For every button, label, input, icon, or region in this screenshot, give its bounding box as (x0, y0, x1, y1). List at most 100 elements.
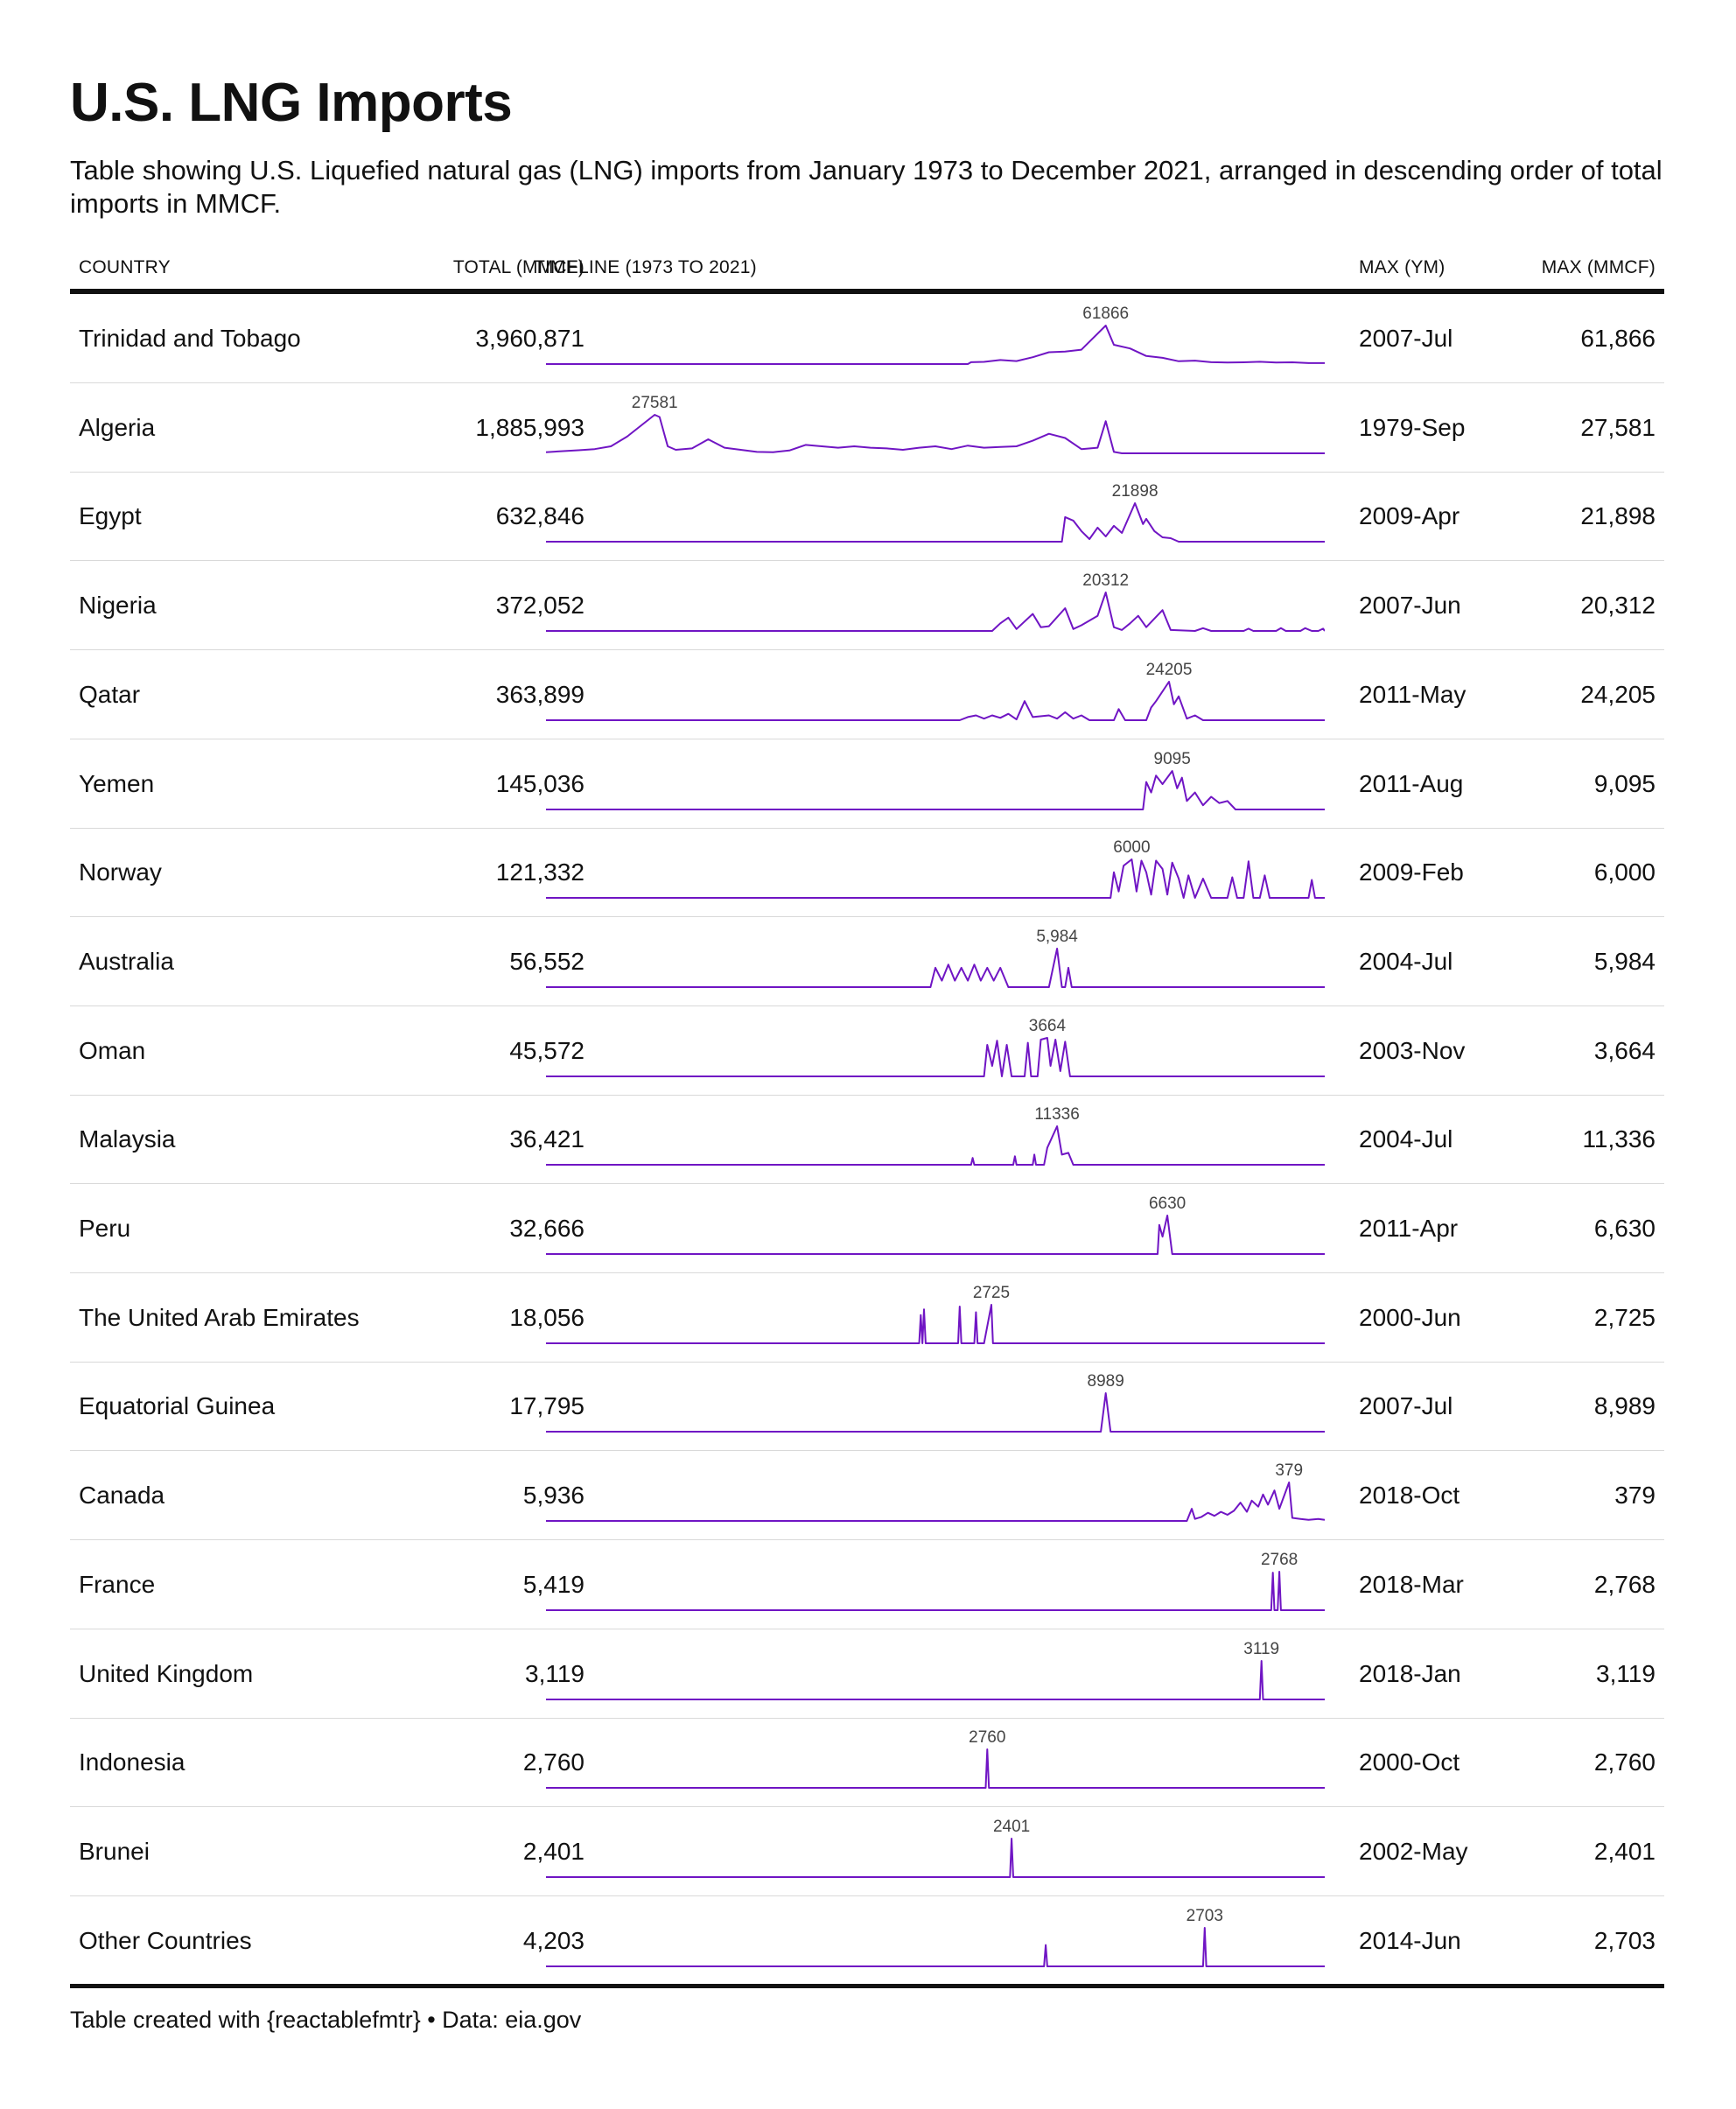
peak-label: 3664 (1029, 1017, 1067, 1035)
timeline-sparkline: 6000 (546, 838, 1325, 900)
max-mmcf: 2,760 (1593, 1748, 1656, 1776)
max-year-month: 2009-Apr (1359, 502, 1460, 530)
table-row: Peru 32,666 2011-Apr 6,630 6630 (70, 1184, 1664, 1273)
max-year-month: 2014-Jun (1359, 1926, 1461, 1954)
peak-label: 379 (1275, 1461, 1303, 1480)
max-year-month: 2004-Jul (1359, 947, 1453, 975)
sparkline-series (546, 1036, 1325, 1077)
country-name: Malaysia (79, 1125, 176, 1153)
max-mmcf: 2,703 (1593, 1926, 1656, 1954)
timeline-sparkline: 3119 (546, 1640, 1325, 1700)
header-total[interactable]: TOTAL (MMCF) (452, 257, 584, 277)
country-name: Indonesia (79, 1748, 186, 1776)
sparkline-series (546, 592, 1325, 633)
timeline-sparkline: 5,984 (546, 928, 1325, 988)
max-mmcf: 9,095 (1593, 769, 1656, 797)
peak-label: 11336 (1034, 1105, 1079, 1124)
table-row: Malaysia 36,421 2004-Jul 11,336 11336 (70, 1095, 1664, 1185)
header-max-value[interactable]: MAX (MMCF) (1541, 257, 1656, 277)
table-row: Algeria 1,885,993 1979-Sep 27,581 27581 (70, 383, 1664, 473)
max-mmcf: 21,898 (1580, 502, 1656, 530)
country-name: The United Arab Emirates (79, 1303, 360, 1331)
sparkline-series (546, 1125, 1325, 1167)
table-header: COUNTRY TOTAL (MMCF) TIMELINE (1973 TO 2… (70, 254, 1664, 294)
country-name: France (79, 1570, 156, 1598)
max-mmcf: 2,768 (1593, 1570, 1656, 1598)
total-mmcf: 2,760 (522, 1748, 584, 1776)
total-mmcf: 2,401 (522, 1837, 584, 1865)
total-mmcf: 56,552 (509, 947, 584, 975)
sparkline-series (546, 858, 1325, 900)
total-mmcf: 1,885,993 (475, 413, 584, 441)
max-year-month: 2011-May (1359, 680, 1466, 708)
country-name: Peru (79, 1215, 131, 1242)
table-row: United Kingdom 3,119 2018-Jan 3,119 3119 (70, 1629, 1664, 1719)
max-mmcf: 2,401 (1593, 1837, 1656, 1865)
max-mmcf: 8,989 (1593, 1392, 1656, 1420)
max-mmcf: 3,664 (1593, 1036, 1656, 1064)
timeline-sparkline: 61866 (546, 305, 1325, 365)
country-name: Egypt (79, 502, 142, 530)
max-year-month: 2007-Jun (1359, 592, 1461, 620)
timeline-sparkline: 8989 (546, 1372, 1325, 1433)
timeline-sparkline: 27581 (546, 394, 1325, 454)
max-year-month: 2004-Jul (1359, 1125, 1453, 1153)
sparkline-series (546, 325, 1325, 365)
peak-label: 5,984 (1036, 928, 1078, 946)
max-year-month: 2007-Jul (1359, 1392, 1453, 1420)
max-year-month: 2018-Oct (1359, 1482, 1460, 1510)
total-mmcf: 45,572 (509, 1036, 584, 1064)
max-year-month: 2000-Oct (1359, 1748, 1460, 1776)
max-year-month: 2002-May (1359, 1837, 1468, 1865)
total-mmcf: 17,795 (509, 1392, 584, 1420)
peak-label: 2703 (1186, 1907, 1223, 1925)
peak-label: 27581 (632, 394, 678, 412)
max-mmcf: 2,725 (1593, 1303, 1656, 1331)
peak-label: 8989 (1088, 1372, 1124, 1391)
timeline-sparkline: 9095 (546, 750, 1325, 810)
total-mmcf: 18,056 (509, 1303, 584, 1331)
timeline-sparkline: 11336 (546, 1105, 1325, 1167)
sparkline-series (546, 1482, 1325, 1523)
sparkline-series (546, 1926, 1325, 1967)
sparkline-series (546, 413, 1325, 454)
country-name: Nigeria (79, 592, 157, 620)
sparkline-series (546, 502, 1325, 543)
table-row: Nigeria 372,052 2007-Jun 20,312 20312 (70, 561, 1664, 651)
table-row: Brunei 2,401 2002-May 2,401 2401 (70, 1807, 1664, 1896)
max-year-month: 1979-Sep (1359, 413, 1466, 441)
peak-label: 24205 (1146, 661, 1193, 679)
sparkline-series (546, 680, 1325, 721)
header-max-ym[interactable]: MAX (YM) (1359, 257, 1446, 277)
table-row: Trinidad and Tobago 3,960,871 2007-Jul 61,8… (70, 294, 1664, 383)
header-timeline[interactable]: TIMELINE (1973 TO 2021) (534, 257, 757, 277)
table-row: The United Arab Emirates 18,056 2000-Jun 2,… (70, 1273, 1664, 1363)
max-mmcf: 6,000 (1593, 858, 1656, 886)
timeline-sparkline: 20312 (546, 571, 1325, 633)
footer-caption: Table created with {reactablefmtr} • Dat… (70, 2007, 582, 2033)
peak-label: 3119 (1243, 1640, 1279, 1658)
table-row: Oman 45,572 2003-Nov 3,664 3664 (70, 1006, 1664, 1096)
total-mmcf: 363,899 (495, 680, 584, 708)
total-mmcf: 5,419 (522, 1570, 584, 1598)
page-subtitle: Table showing U.S. Liquefied natural gas… (70, 155, 1662, 219)
max-mmcf: 27,581 (1580, 413, 1656, 441)
timeline-sparkline: 2768 (546, 1551, 1325, 1611)
peak-label: 2725 (973, 1284, 1010, 1302)
peak-label: 2768 (1261, 1551, 1298, 1569)
max-mmcf: 20,312 (1580, 592, 1656, 620)
max-year-month: 2018-Jan (1359, 1659, 1461, 1687)
sparkline-series (546, 769, 1325, 810)
total-mmcf: 5,936 (522, 1482, 584, 1510)
sparkline-series (546, 1303, 1325, 1344)
table-row: Indonesia 2,760 2000-Oct 2,760 2760 (70, 1718, 1664, 1808)
peak-label: 6000 (1113, 838, 1150, 857)
peak-label: 21898 (1112, 482, 1158, 501)
sparkline-series (546, 1837, 1325, 1878)
total-mmcf: 145,036 (495, 769, 584, 797)
header-country[interactable]: COUNTRY (79, 257, 171, 277)
country-name: United Kingdom (79, 1659, 254, 1687)
country-name: Yemen (79, 769, 155, 797)
page-title: U.S. LNG Imports (70, 73, 513, 133)
max-year-month: 2007-Jul (1359, 325, 1453, 352)
